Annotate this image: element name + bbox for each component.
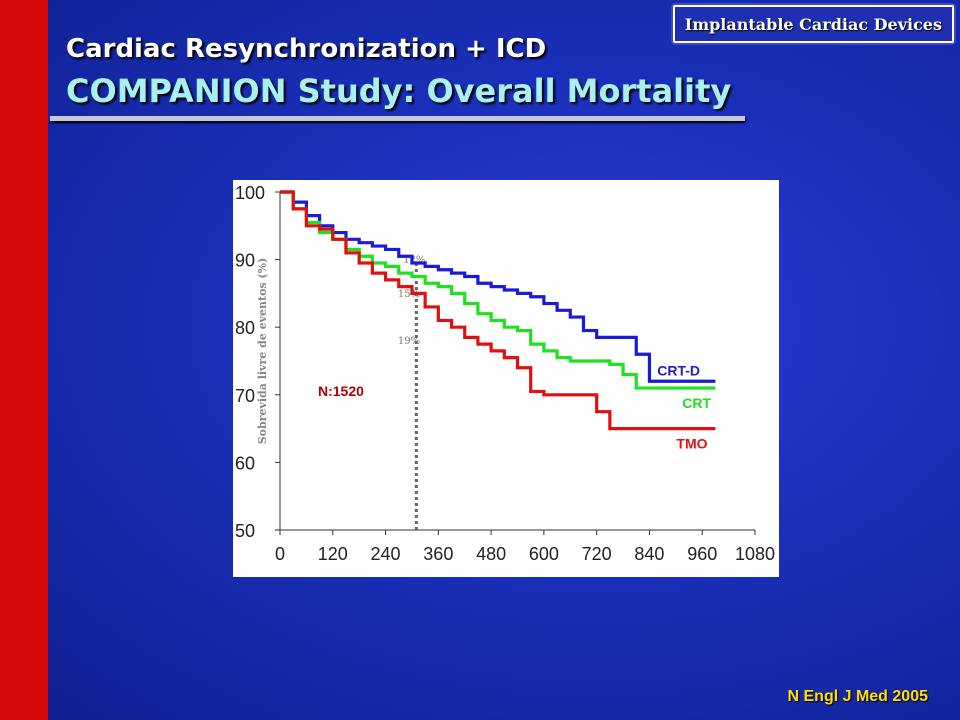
- series-layer: [280, 190, 716, 431]
- sample-size-annotation: N:1520: [318, 383, 364, 399]
- x-tick-label: 960: [687, 544, 717, 564]
- x-tick-label: 720: [582, 544, 612, 564]
- reference-label: 19%: [398, 336, 420, 347]
- chart-axes: 50 60 70 80 90 100 0 120 240 360 480 600 720 840 960 10…: [235, 183, 775, 564]
- title-divider: [50, 116, 745, 121]
- tmo-line: [280, 190, 716, 431]
- x-tick-label: 1080: [735, 544, 775, 564]
- reference-label: 15%: [398, 289, 420, 300]
- x-tick-label: 240: [371, 544, 401, 564]
- x-tick-label: 120: [318, 544, 348, 564]
- y-tick-label: 80: [235, 318, 255, 338]
- survival-chart-svg: 50 60 70 80 90 100 0 120 240 360 480 600 720 840 960 10…: [235, 183, 775, 564]
- y-tick-label: 50: [235, 521, 255, 541]
- y-tick-label: 90: [235, 251, 255, 271]
- x-tick-label: 480: [476, 544, 506, 564]
- y-tick-label: 70: [235, 386, 255, 406]
- crt-label: CRT: [682, 395, 711, 411]
- y-tick-label: 60: [235, 453, 255, 473]
- survival-chart: 50 60 70 80 90 100 0 120 240 360 480 600 720 840 960 10…: [233, 180, 779, 577]
- label-layer: CRT-D CRT TMO N:1520: [318, 362, 711, 451]
- crt-d-line: [280, 190, 716, 383]
- x-tick-label: 360: [423, 544, 453, 564]
- citation: N Engl J Med 2005: [787, 688, 929, 705]
- y-axis-label: Sobrevida livre de eventos (%): [256, 258, 269, 445]
- section-badge: Implantable Cardiac Devices: [672, 5, 954, 43]
- x-tick-label: 600: [529, 544, 559, 564]
- left-accent-bar: [0, 0, 48, 720]
- slide-title: Cardiac Resynchronization + ICD: [66, 34, 547, 64]
- crt-d-label: CRT-D: [657, 362, 700, 378]
- slide-subtitle: COMPANION Study: Overall Mortality: [66, 72, 732, 110]
- y-tick-label: 100: [235, 183, 265, 203]
- reference-layer: 12% 15% 19%: [398, 255, 425, 530]
- tmo-label: TMO: [676, 436, 707, 452]
- x-tick-label: 0: [275, 544, 285, 564]
- x-tick-label: 840: [634, 544, 664, 564]
- reference-label: 12%: [403, 255, 425, 266]
